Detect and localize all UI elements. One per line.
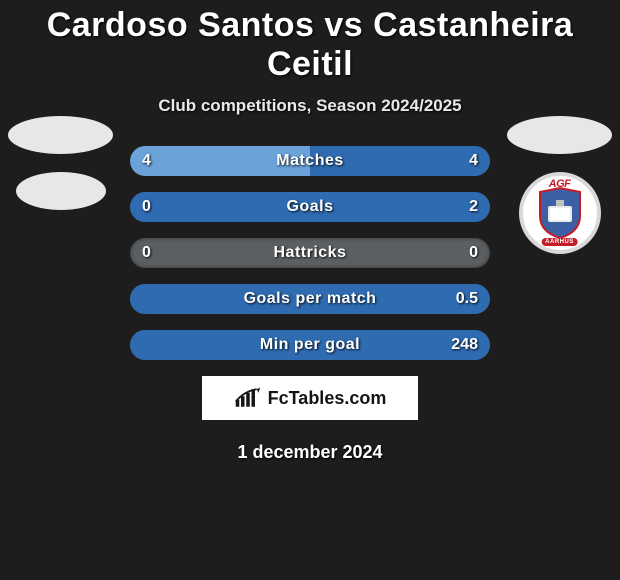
- brand-box[interactable]: FcTables.com: [202, 376, 418, 420]
- club-badge: AGF AARHUS: [519, 172, 601, 254]
- stat-label: Goals per match: [130, 284, 490, 314]
- player-right-ellipse: [507, 116, 612, 154]
- player-left-badges: [8, 116, 113, 228]
- player-right-badges: AGF AARHUS: [507, 116, 612, 254]
- shield-icon: [536, 186, 584, 240]
- stat-row: 00Hattricks: [130, 238, 490, 268]
- stat-row: 248Min per goal: [130, 330, 490, 360]
- stat-label: Matches: [130, 146, 490, 176]
- stat-label: Hattricks: [130, 238, 490, 268]
- subtitle: Club competitions, Season 2024/2025: [0, 96, 620, 116]
- stat-label: Min per goal: [130, 330, 490, 360]
- chart-icon: [234, 387, 262, 409]
- brand-text: FcTables.com: [268, 388, 387, 409]
- stat-label: Goals: [130, 192, 490, 222]
- stat-row: 0.5Goals per match: [130, 284, 490, 314]
- player-left-ellipse-1: [8, 116, 113, 154]
- club-bottom-text: AARHUS: [541, 238, 578, 246]
- date-text: 1 december 2024: [0, 442, 620, 463]
- stat-row: 02Goals: [130, 192, 490, 222]
- player-left-ellipse-2: [16, 172, 106, 210]
- page-title: Cardoso Santos vs Castanheira Ceitil: [0, 6, 620, 84]
- stat-row: 44Matches: [130, 146, 490, 176]
